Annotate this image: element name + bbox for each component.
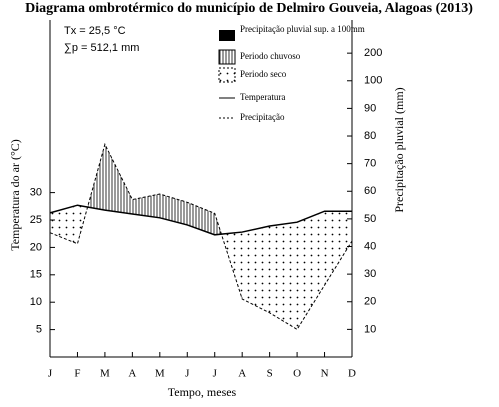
x-tick-label: J [185,368,190,380]
legend-label: Precipitação [240,112,285,122]
y2-tick-label: 60 [364,185,376,197]
x-tick-label: S [267,368,273,380]
y-tick-label: 10 [30,296,42,308]
wet-period [50,144,352,235]
y2-tick-label: 70 [364,158,376,170]
x-tick-label: A [128,368,136,380]
y-tick-label: 30 [30,187,42,199]
x-axis-title: Tempo, meses [168,385,237,399]
x-tick-label: J [48,368,53,380]
x-tick-label: M [100,368,110,380]
y2-tick-label: 30 [364,268,376,280]
legend-swatch [218,67,236,83]
y-axis-title: Temperatura do ar (°C) [8,139,22,251]
x-tick-label: A [238,368,246,380]
y2-tick-label: 80 [364,130,376,142]
x-tick-label: J [213,368,218,380]
x-tick-label: F [74,368,80,380]
chart-title: Diagrama ombrotérmico do município de De… [25,1,473,16]
x-tick-label: O [293,368,301,380]
legend-swatch [218,49,236,65]
dry-period [50,205,352,330]
y-tick-label: 20 [30,241,42,253]
annotation: Tx = 25,5 °C [64,25,126,37]
annotation: ∑p = 512,1 mm [64,42,139,54]
x-tick-label: M [155,368,165,380]
x-tick-label: D [348,368,356,380]
y-tick-label: 5 [36,324,42,336]
y2-tick-label: 10 [364,323,376,335]
legend-swatch [219,30,235,41]
y2-tick-label: 20 [364,296,376,308]
precipitation-line [49,142,353,331]
y2-tick-label: 50 [364,213,376,225]
y2-tick-label: 40 [364,240,376,252]
x-tick-label: N [321,368,329,380]
legend-label: Periodo seco [240,69,287,79]
y2-axis-title: Precipitação pluvial (mm) [392,87,406,212]
y-tick-label: 25 [30,214,42,226]
y2-tick-label: 200 [364,47,382,59]
temperature-line [49,204,352,236]
legend: Precipitação pluvial sup. a 100mm Period… [218,24,365,122]
legend-label: Periodo chuvoso [240,51,301,61]
legend-label: Temperatura [240,92,285,102]
legend-label: Precipitação pluvial sup. a 100mm [240,24,365,34]
y2-tick-label: 100 [364,75,382,87]
y2-tick-label: 90 [364,102,376,114]
y-tick-label: 15 [30,269,42,281]
